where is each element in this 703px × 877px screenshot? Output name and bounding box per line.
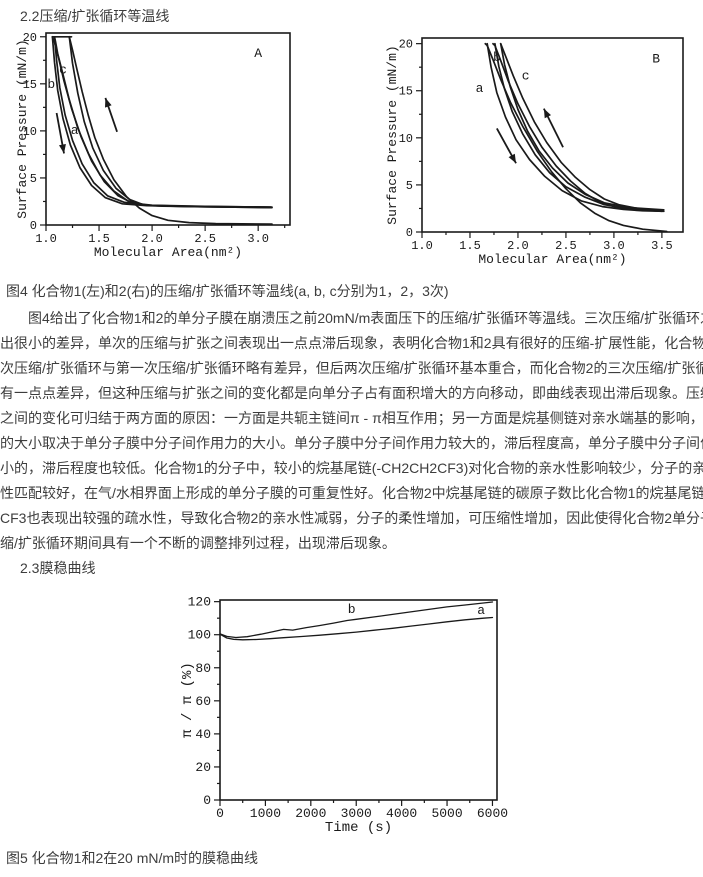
y-tick-label: 100 bbox=[188, 628, 211, 643]
x-axis-label: Molecular Area(nm²) bbox=[94, 245, 242, 260]
paragraph-line: 出很小的差异，单次的压缩与扩张之间表现出一点点滞后现象，表明化合物1和2具有很好… bbox=[0, 335, 703, 351]
curve-label-B: B bbox=[652, 52, 660, 67]
x-tick-label: 3.0 bbox=[603, 239, 625, 253]
curve-label-a: a bbox=[477, 603, 485, 618]
figure4-caption: 图4 化合物1(左)和2(右)的压缩/扩张循环等温线(a, b, c分别为1，2… bbox=[6, 283, 449, 299]
series-cycle-b-expansion bbox=[494, 42, 663, 212]
figure5-chart: 0 1000 2000 3000 4000 5000 6000 0 20 40 60 80 100 120… bbox=[180, 595, 508, 836]
x-tick-label: 4000 bbox=[386, 806, 417, 821]
curve-label-b: b bbox=[47, 77, 55, 92]
paragraph-line: 有一点点差异，但这种压缩与扩张之间的变化都是向单分子占有面积增大的方向移动，即曲… bbox=[0, 385, 703, 401]
y-tick-label: 0 bbox=[30, 219, 37, 233]
curve-label-A: A bbox=[254, 46, 262, 61]
figure4-chart-left: 1.0 1.5 2.0 2.5 3.0 0 5 10 15 20 Molecular Area(nm… bbox=[15, 31, 291, 260]
series-cycle-b-compression bbox=[492, 42, 663, 213]
series-cycle-a-expansion bbox=[68, 35, 273, 209]
body-paragraph: 图4给出了化合物1和2的单分子膜在崩溃压之前20mN/m表面压下的压缩/扩张循环… bbox=[0, 306, 703, 556]
x-tick-label: 2000 bbox=[295, 806, 326, 821]
y-tick-label: 10 bbox=[399, 132, 413, 146]
y-tick-label: 20 bbox=[23, 31, 37, 45]
paragraph-line: CF3也表现出较强的疏水性，导致化合物2的亲水性减弱，分子的柔性增加，可压缩性增… bbox=[0, 510, 703, 526]
plot-border bbox=[421, 37, 684, 233]
x-tick-label: 6000 bbox=[477, 806, 508, 821]
series-cycle-c-compression bbox=[53, 35, 272, 208]
axis-ticks bbox=[214, 601, 494, 806]
y-axis-label: π / π (%) bbox=[180, 662, 196, 738]
figure4-chart-right: 1.0 1.5 2.0 2.5 3.0 3.5 0 5 10 15 20 Molecular Area… bbox=[385, 37, 684, 267]
paragraph-line: 之间的变化可归结于两方面的原因：一方面是共轭主链间π - π相互作用；另一方面是… bbox=[0, 410, 703, 426]
x-tick-label: 1.0 bbox=[411, 239, 433, 253]
series-cycle-c-expansion bbox=[53, 35, 273, 208]
y-tick-label: 20 bbox=[195, 760, 211, 775]
paragraph-line: 图4给出了化合物1和2的单分子膜在崩溃压之前20mN/m表面压下的压缩/扩张循环… bbox=[28, 310, 703, 326]
curve-label-c: c bbox=[59, 63, 67, 78]
y-tick-label: 5 bbox=[30, 172, 37, 186]
x-tick-label: 2.5 bbox=[555, 239, 577, 253]
plot-border bbox=[219, 599, 498, 801]
x-axis-label: Time (s) bbox=[325, 820, 392, 836]
y-tick-label: 60 bbox=[195, 694, 211, 709]
series-compound-1-curve-a bbox=[219, 616, 494, 641]
paragraph-line: 性匹配较好，在气/水相界面上形成的单分子膜的可重复性好。化合物2中烷基尾链的碳原… bbox=[0, 485, 703, 501]
curve-label-b: b bbox=[348, 602, 356, 617]
curve-label-c: c bbox=[522, 69, 530, 84]
section-heading-2-2: 2.2压缩/扩张循环等温线 bbox=[20, 8, 170, 24]
curve-label-b: b bbox=[493, 50, 501, 65]
x-tick-label: 2.5 bbox=[194, 232, 216, 246]
figure5-caption: 图5 化合物1和2在20 mN/m时的膜稳曲线 bbox=[6, 850, 259, 866]
paragraph-line: 的大小取决于单分子膜中分子间作用力的大小。单分子膜中分子间作用力较大的，滞后程度… bbox=[0, 435, 703, 451]
series-cycle-a-compression bbox=[484, 42, 668, 233]
y-tick-label: 15 bbox=[23, 78, 37, 92]
series-cycle-a-expansion bbox=[486, 42, 665, 213]
y-tick-label: 0 bbox=[406, 226, 413, 240]
direction-arrowhead bbox=[59, 144, 66, 154]
y-tick-label: 20 bbox=[399, 38, 413, 52]
direction-arrowhead bbox=[543, 108, 551, 119]
y-tick-label: 120 bbox=[188, 595, 211, 610]
curve-label-a: a bbox=[476, 81, 484, 96]
y-tick-label: 40 bbox=[195, 727, 211, 742]
series-cycle-c-compression bbox=[499, 42, 663, 212]
x-tick-label: 0 bbox=[216, 806, 224, 821]
direction-arrowhead bbox=[105, 97, 112, 108]
x-tick-label: 3000 bbox=[341, 806, 372, 821]
y-axis-label: Surface Pressure (mN/m) bbox=[15, 39, 30, 218]
axis-ticks bbox=[416, 43, 663, 238]
x-tick-label: 2.0 bbox=[141, 232, 163, 246]
x-tick-label: 3.0 bbox=[247, 232, 269, 246]
x-tick-label: 1.5 bbox=[459, 239, 481, 253]
curve-label-a: a bbox=[71, 123, 79, 138]
y-tick-label: 5 bbox=[406, 179, 413, 193]
direction-arrowhead bbox=[508, 153, 516, 164]
paragraph-line: 次压缩/扩张循环与第一次压缩/扩张循环略有差异，但后两次压缩/扩张循环基本重合，… bbox=[0, 360, 703, 376]
paragraph-line: 小的，滞后程度也较低。化合物1的分子中，较小的烷基尾链(-CH2CH2CF3)对… bbox=[0, 460, 703, 476]
y-tick-label: 0 bbox=[203, 793, 211, 808]
x-tick-label: 1.0 bbox=[35, 232, 57, 246]
plot-border bbox=[45, 32, 291, 226]
axis-ticks bbox=[40, 36, 286, 231]
series-cycle-c-expansion bbox=[499, 42, 665, 211]
x-tick-label: 1000 bbox=[250, 806, 281, 821]
x-tick-label: 5000 bbox=[431, 806, 462, 821]
x-axis-label: Molecular Area(nm²) bbox=[478, 252, 626, 267]
x-tick-label: 3.5 bbox=[651, 239, 673, 253]
series-cycle-a-compression bbox=[68, 35, 273, 225]
y-tick-label: 15 bbox=[399, 85, 413, 99]
x-tick-label: 2.0 bbox=[507, 239, 529, 253]
y-axis-label: Surface Pressure (mN/m) bbox=[385, 45, 400, 224]
y-tick-label: 10 bbox=[23, 125, 37, 139]
x-tick-label: 1.5 bbox=[88, 232, 110, 246]
paragraph-line: 缩/扩张循环期间具有一个不断的调整排列过程，出现滞后现象。 bbox=[0, 535, 396, 551]
section-heading-2-3: 2.3膜稳曲线 bbox=[20, 560, 96, 576]
y-tick-label: 80 bbox=[195, 661, 211, 676]
series-compound-2-curve-b bbox=[219, 601, 494, 639]
